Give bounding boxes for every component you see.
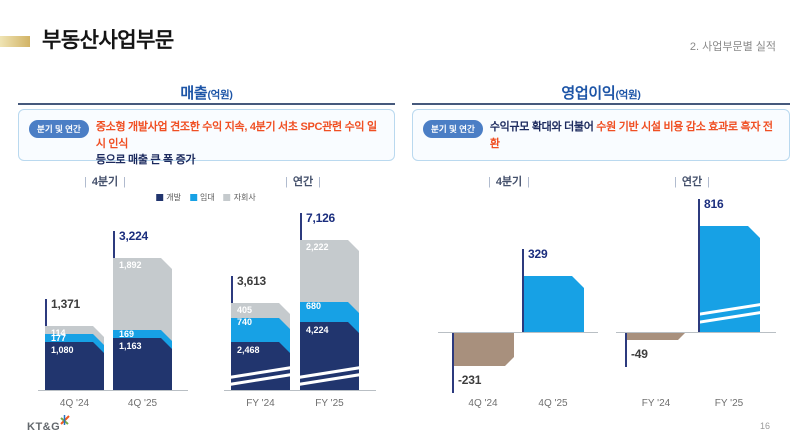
legend-item: 자회사 (223, 192, 256, 203)
operating-profit-chart: | 4분기 | | 연간 | -231 4Q '24 329 4Q '25 -49 FY '24 816… (412, 168, 794, 418)
legend-item: 개발 (156, 192, 181, 203)
axis-baseline (438, 332, 598, 333)
revenue-callout-highlight: 중소형 개발사업 견조한 수익 지속, 4분기 서초 SPC관련 수익 일시 인… (95, 121, 377, 150)
bar-segment-label: 1,080 (51, 345, 74, 355)
revenue-callout: 분기 및 연간 중소형 개발사업 견조한 수익 지속, 4분기 서초 SPC관련… (18, 109, 395, 166)
legend-item: 임대 (189, 192, 215, 203)
legend-label: 자회사 (233, 193, 256, 202)
bar-positive (522, 276, 584, 332)
bar-segment-label: 169 (119, 329, 135, 339)
value-pointer-line (452, 333, 454, 393)
value-pointer-line (522, 249, 524, 332)
value-pointer-line (698, 199, 700, 332)
bar-total-label: 3,224 (119, 229, 149, 243)
bar-segment-label: 1,892 (119, 260, 142, 270)
chart-legend: 개발 임대 자회사 (156, 192, 256, 203)
axis-category-label: 4Q '24 (59, 398, 90, 409)
bar-total-label: -49 (631, 347, 648, 361)
page-title: 부동산사업부문 (42, 29, 174, 52)
operating-profit-callout-highlight: 수원 기반 시설 비용 감소 효과로 흑자 전환 (489, 121, 773, 150)
bar-total-label: 816 (704, 197, 724, 211)
axis-category-label: FY '24 (246, 398, 275, 409)
operating-profit-callout-badge: 분기 및 연간 (423, 120, 483, 138)
bar-total-label: -231 (458, 373, 482, 387)
legend-label: 임대 (199, 193, 215, 202)
revenue-header-title: 매출 (180, 85, 208, 102)
bar-segment-label: 177 (51, 333, 67, 343)
axis-baseline (224, 390, 376, 391)
bar-segment-label: 2,222 (306, 242, 329, 252)
operating-profit-callout-lead: 수익규모 확대와 더불어 (489, 121, 597, 133)
bar-segment-label: 2,468 (237, 345, 260, 355)
value-pointer-line (113, 231, 115, 258)
axis-category-label: FY '24 (641, 398, 671, 409)
section-label: | 연간 | (674, 176, 710, 188)
revenue-callout-rest: 등으로 매출 큰 폭 증가 (95, 154, 196, 166)
bar-segment-label: 114 (51, 328, 66, 338)
bar-negative (625, 333, 687, 340)
operating-profit-header-unit: (억원) (615, 89, 641, 101)
operating-profit-callout-text: 수익규모 확대와 더불어 수원 기반 시설 비용 감소 효과로 흑자 전환 (490, 119, 779, 152)
operating-profit-callout: 분기 및 연간 수익규모 확대와 더불어 수원 기반 시설 비용 감소 효과로 … (412, 109, 790, 161)
bar-segment-label: 405 (237, 305, 253, 315)
legend-swatch-icon (156, 194, 164, 201)
axis-category-label: FY '25 (714, 398, 744, 409)
title-accent-bar (0, 36, 30, 47)
page-number: 16 (759, 421, 770, 431)
bar-total-label: 1,371 (51, 297, 81, 311)
bar-total-label: 7,126 (306, 211, 336, 225)
axis-baseline (616, 332, 776, 333)
revenue-header-underline (18, 103, 395, 105)
revenue-header: 매출(억원) (18, 82, 395, 103)
revenue-chart: | 4분기 | | 연간 | 개발 임대 자회사 1,080 177 114 1,371 4Q '24 1,… (18, 168, 400, 418)
ktg-logo: KT&G (27, 415, 70, 433)
legend-swatch-icon (223, 194, 231, 201)
value-pointer-line (300, 213, 302, 240)
value-pointer-line (45, 299, 47, 326)
section-label: | 4분기 | (83, 176, 127, 188)
axis-category-label: 4Q '25 (127, 398, 158, 409)
axis-break-mark (300, 240, 359, 390)
revenue-callout-text: 중소형 개발사업 견조한 수익 지속, 4분기 서초 SPC관련 수익 일시 인… (96, 119, 384, 169)
axis-break-mark (231, 303, 290, 390)
operating-profit-header: 영업이익(억원) (412, 82, 790, 103)
bar-total-label: 329 (528, 247, 548, 261)
bar-segment-label: 680 (306, 301, 322, 311)
bar-segment-label: 740 (237, 317, 253, 327)
bar-negative (452, 333, 514, 366)
bar-total-label: 3,613 (237, 274, 267, 288)
bar-segment-label: 4,224 (306, 325, 329, 335)
bar-segment-개발 (45, 342, 104, 390)
ktg-logo-text: KT&G (27, 421, 61, 433)
value-pointer-line (625, 333, 627, 367)
section-label: | 연간 | (285, 176, 321, 188)
axis-baseline (38, 390, 188, 391)
ktg-logo-sprig-icon (60, 415, 70, 425)
section-label: | 4분기 | (487, 176, 531, 188)
value-pointer-line (231, 276, 233, 303)
axis-break-mark (698, 226, 760, 332)
legend-label: 개발 (166, 193, 181, 202)
bar-segment-개발 (113, 338, 172, 390)
legend-swatch-icon (189, 194, 197, 201)
breadcrumb: 2. 사업부문별 실적 (689, 41, 776, 53)
axis-category-label: FY '25 (315, 398, 344, 409)
axis-category-label: 4Q '24 (468, 398, 498, 409)
axis-category-label: 4Q '25 (538, 398, 568, 409)
revenue-callout-badge: 분기 및 연간 (29, 120, 89, 138)
operating-profit-header-underline (412, 103, 790, 105)
revenue-header-unit: (억원) (207, 89, 233, 101)
bar-segment-label: 1,163 (119, 341, 142, 351)
operating-profit-header-title: 영업이익 (561, 85, 616, 102)
